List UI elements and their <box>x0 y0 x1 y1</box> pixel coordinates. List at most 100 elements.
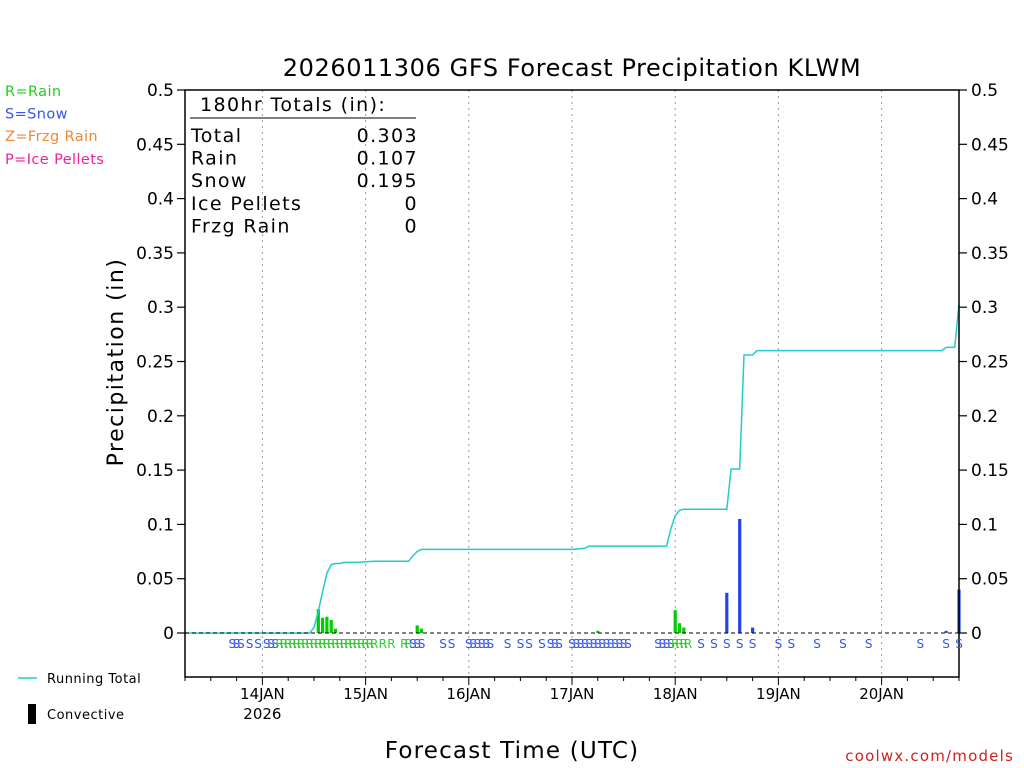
totals-row-value: 0.303 <box>357 125 418 147</box>
y-axis-right: 0 0.05 0.1 0.15 0.2 0.25 0.3 0.35 0.4 0.45 0.5 <box>959 81 1009 644</box>
precip-type-marker: S <box>254 637 262 651</box>
precip-type-marker: R <box>306 637 314 651</box>
precip-type-marker: S <box>620 637 628 651</box>
precip-type-marker: S <box>590 637 598 651</box>
type-legend-entry: S=Snow <box>5 107 68 123</box>
series-legend-label: Running Total <box>47 672 141 687</box>
totals-row-value: 0.107 <box>357 148 418 170</box>
y-tick-label-left: 0.05 <box>136 570 174 590</box>
precip-type-marker: S <box>667 637 675 651</box>
precip-type-marker: R <box>361 637 369 651</box>
x-tick-label: 14JAN <box>240 685 285 703</box>
x-axis-label: Forecast Time (UTC) <box>385 738 640 764</box>
precip-type-marker: S <box>710 637 718 651</box>
precip-type-marker: S <box>448 637 456 651</box>
precip-type-marker: R <box>379 637 387 651</box>
y-tick-label-right: 0.1 <box>971 515 998 535</box>
precip-type-marker: S <box>439 637 447 651</box>
running-total-line <box>185 303 960 634</box>
y-tick-label-right: 0.2 <box>971 407 998 427</box>
precip-type-marker: S <box>654 637 662 651</box>
totals-row-label: Ice Pellets <box>191 193 302 215</box>
precip-bar <box>333 628 338 633</box>
precip-type-marker: R <box>353 637 361 651</box>
precip-type-marker: R <box>340 637 348 651</box>
precip-type-marker: S <box>658 637 666 651</box>
precip-type-marker: R <box>400 637 408 651</box>
precip-type-marker: S <box>465 637 473 651</box>
precip-type-marker: R <box>366 637 374 651</box>
precip-bar <box>751 627 755 633</box>
precip-type-marker: S <box>478 637 486 651</box>
running-total-layer <box>185 303 960 634</box>
precip-type-marker: S <box>504 637 512 651</box>
precip-type-marker: S <box>568 637 576 651</box>
x-tick-label: 20JAN <box>859 685 904 703</box>
y-tick-label-right: 0 <box>971 624 982 644</box>
y-tick-label-left: 0.3 <box>147 298 174 318</box>
precip-type-marker: S <box>624 637 632 651</box>
precip-type-marker: R <box>327 637 335 651</box>
x-tick-label: 19JAN <box>756 685 801 703</box>
totals-row-label: Rain <box>191 148 238 170</box>
precip-type-marker: R <box>323 637 331 651</box>
precip-bar <box>415 625 419 633</box>
precip-type-marker: R <box>331 637 339 651</box>
precip-type-marker: S <box>723 637 731 651</box>
credit-text: coolwx.com/models <box>845 747 1014 765</box>
precip-type-marker: R <box>275 637 283 651</box>
precip-type-marker: S <box>955 637 963 651</box>
precip-type-marker: R <box>684 637 692 651</box>
precip-type-marker: S <box>237 637 245 651</box>
y-tick-label-right: 0.45 <box>971 135 1009 155</box>
precip-bar <box>325 616 329 633</box>
totals-box: 180hr Totals (in): Total 0.303 Rain 0.107 Sn… <box>190 94 418 237</box>
precip-type-marker: S <box>787 637 795 651</box>
precip-type-marker: S <box>547 637 555 651</box>
precip-type-marker: S <box>469 637 477 651</box>
y-tick-label-right: 0.3 <box>971 298 998 318</box>
convective-swatch <box>28 704 36 724</box>
precip-type-marker: S <box>474 637 482 651</box>
precip-type-marker: S <box>228 637 236 651</box>
precip-type-marker: S <box>607 637 615 651</box>
totals-row-label: Frzg Rain <box>191 215 291 237</box>
precip-type-marker: R <box>310 637 318 651</box>
precip-type-marker: R <box>344 637 352 651</box>
series-legend-label: Convective <box>47 708 125 723</box>
precip-type-marker: S <box>916 637 924 651</box>
precip-type-marker: S <box>697 637 705 651</box>
precip-bar <box>682 627 686 633</box>
x-tick-label: 15JAN <box>343 685 388 703</box>
precip-type-marker: S <box>663 637 671 651</box>
precip-bar <box>329 619 333 633</box>
precip-bar <box>419 628 424 633</box>
precip-type-marker: R <box>675 637 683 651</box>
totals-row-label: Total <box>190 125 242 147</box>
y-tick-label-left: 0.35 <box>136 244 174 264</box>
gridlines <box>261 90 883 677</box>
precip-bar <box>596 630 600 633</box>
precip-type-marker: S <box>581 637 589 651</box>
y-tick-label-left: 0.5 <box>147 81 174 101</box>
precip-type-marker: S <box>865 637 873 651</box>
precip-bars <box>316 518 961 633</box>
y-tick-label-left: 0.25 <box>136 353 174 373</box>
precip-bar <box>316 609 320 633</box>
precip-type-marker: R <box>301 637 309 651</box>
y-tick-label-left: 0.45 <box>136 135 174 155</box>
precip-bar <box>677 623 682 633</box>
precip-type-marker: S <box>555 637 563 651</box>
precip-type-marker: R <box>293 637 301 651</box>
y-tick-label-right: 0.25 <box>971 353 1009 373</box>
type-legend-entry: P=Ice Pellets <box>5 152 104 168</box>
y-axis-left: 0 0.05 0.1 0.15 0.2 0.25 0.3 0.35 0.4 0.45 0.5 <box>136 81 185 644</box>
precip-type-legend: R=Rain S=Snow Z=Frzg Rain P=Ice Pellets <box>5 84 104 168</box>
precip-bar <box>944 630 948 633</box>
precip-type-marker: S <box>409 637 417 651</box>
y-tick-label-right: 0.5 <box>971 81 998 101</box>
chart-title: 2026011306 GFS Forecast Precipitation KL… <box>283 54 862 82</box>
precip-type-marker: S <box>271 637 279 651</box>
